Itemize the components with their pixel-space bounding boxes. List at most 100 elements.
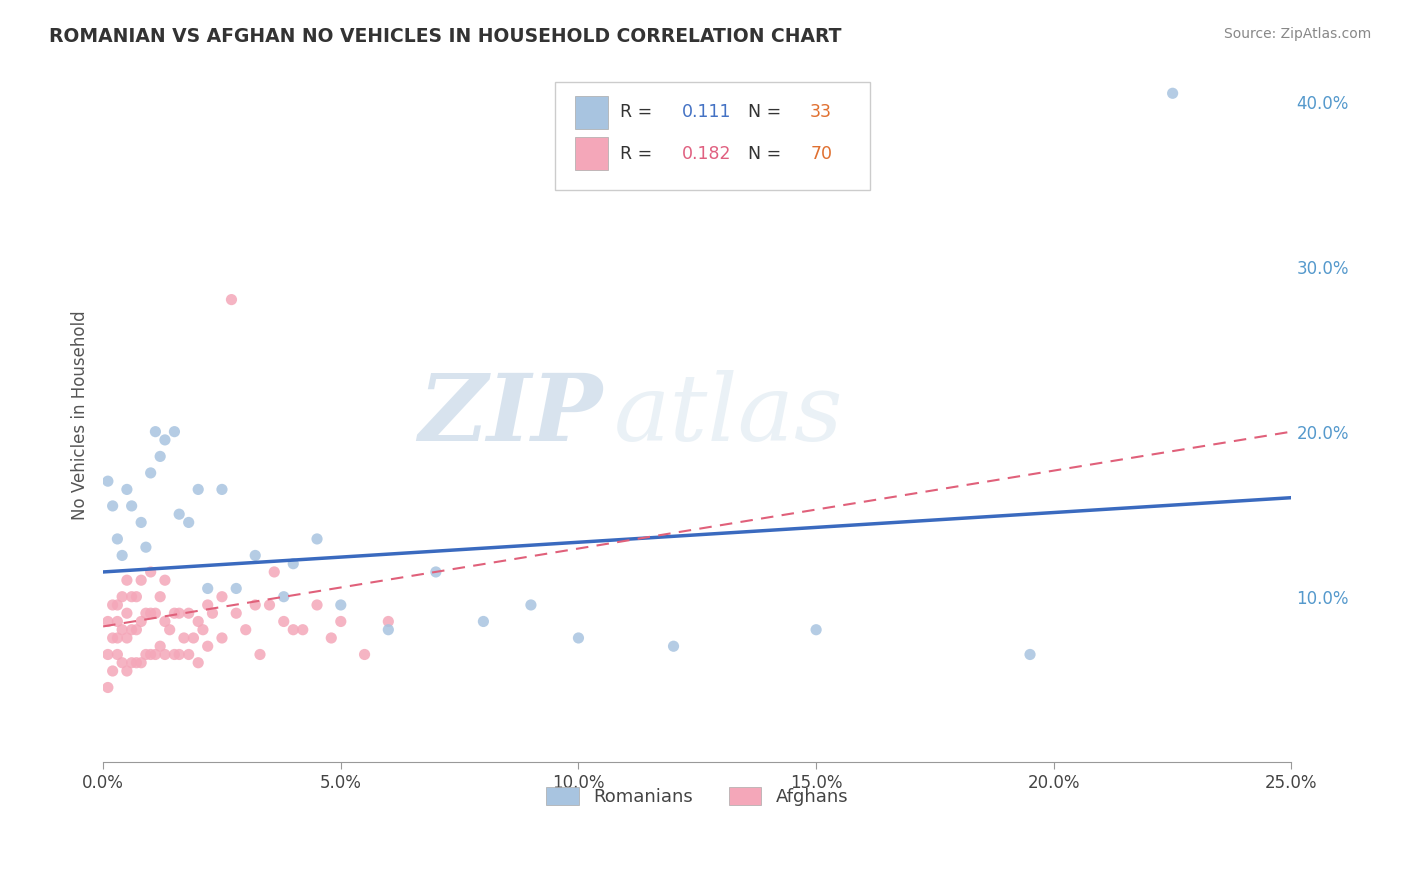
Point <box>329 615 352 629</box>
Point <box>177 606 200 620</box>
Point <box>249 648 271 662</box>
Text: 33: 33 <box>810 103 832 121</box>
Point <box>187 615 209 629</box>
Text: N =: N = <box>748 145 787 163</box>
Point <box>353 648 375 662</box>
Point <box>105 648 128 662</box>
Point <box>283 623 305 637</box>
Point <box>149 639 172 653</box>
Point <box>221 293 243 307</box>
Point <box>145 425 167 439</box>
Text: 0.111: 0.111 <box>682 103 731 121</box>
Point <box>111 623 134 637</box>
Point <box>101 598 124 612</box>
Point <box>305 532 328 546</box>
Point <box>129 516 152 530</box>
Point <box>129 656 152 670</box>
Point <box>191 623 214 637</box>
FancyBboxPatch shape <box>575 137 609 170</box>
FancyBboxPatch shape <box>555 82 869 190</box>
Point <box>263 565 285 579</box>
Point <box>105 598 128 612</box>
Point <box>149 450 172 464</box>
Point <box>153 615 176 629</box>
Point <box>121 590 143 604</box>
Point <box>139 565 162 579</box>
Point <box>520 598 543 612</box>
Point <box>377 623 399 637</box>
Point <box>121 656 143 670</box>
Text: ROMANIAN VS AFGHAN NO VEHICLES IN HOUSEHOLD CORRELATION CHART: ROMANIAN VS AFGHAN NO VEHICLES IN HOUSEH… <box>49 27 842 45</box>
Text: 70: 70 <box>810 145 832 163</box>
Point <box>167 606 190 620</box>
Point <box>135 606 157 620</box>
Point <box>197 639 219 653</box>
Point <box>567 631 589 645</box>
Point <box>305 598 328 612</box>
Point <box>125 623 148 637</box>
Point <box>125 590 148 604</box>
Point <box>197 582 219 596</box>
Point <box>111 590 134 604</box>
Point <box>201 606 224 620</box>
Point <box>145 648 167 662</box>
Point <box>425 565 447 579</box>
Point <box>163 606 186 620</box>
Point <box>139 648 162 662</box>
Point <box>111 656 134 670</box>
Point <box>211 631 233 645</box>
Point <box>1019 648 1042 662</box>
Point <box>211 590 233 604</box>
Point <box>159 623 181 637</box>
Point <box>135 648 157 662</box>
Point <box>167 648 190 662</box>
Point <box>329 598 352 612</box>
Point <box>97 474 120 488</box>
Point <box>273 590 295 604</box>
Text: 0.182: 0.182 <box>682 145 731 163</box>
Point <box>125 656 148 670</box>
Point <box>153 573 176 587</box>
Text: ZIP: ZIP <box>418 370 602 460</box>
Legend: Romanians, Afghans: Romanians, Afghans <box>537 778 858 815</box>
Point <box>121 499 143 513</box>
FancyBboxPatch shape <box>575 95 609 128</box>
Point <box>105 615 128 629</box>
Point <box>115 606 138 620</box>
Point <box>139 606 162 620</box>
Point <box>197 598 219 612</box>
Point <box>283 557 305 571</box>
Point <box>245 549 267 563</box>
Point <box>173 631 195 645</box>
Point <box>259 598 281 612</box>
Point <box>101 631 124 645</box>
Point <box>153 648 176 662</box>
Point <box>101 499 124 513</box>
Text: atlas: atlas <box>614 370 844 460</box>
Point <box>149 590 172 604</box>
Point <box>121 623 143 637</box>
Point <box>377 615 399 629</box>
Point <box>291 623 314 637</box>
Point <box>111 549 134 563</box>
Text: N =: N = <box>748 103 787 121</box>
Point <box>472 615 495 629</box>
Point <box>153 433 176 447</box>
Point <box>97 681 120 695</box>
Point <box>145 606 167 620</box>
Point <box>135 540 157 554</box>
Text: Source: ZipAtlas.com: Source: ZipAtlas.com <box>1223 27 1371 41</box>
Point <box>273 615 295 629</box>
Point <box>97 648 120 662</box>
Point <box>97 615 120 629</box>
Point <box>115 483 138 497</box>
Point <box>187 656 209 670</box>
Point <box>115 573 138 587</box>
Y-axis label: No Vehicles in Household: No Vehicles in Household <box>72 310 89 520</box>
Point <box>101 664 124 678</box>
Point <box>183 631 205 645</box>
Point <box>163 425 186 439</box>
Point <box>1161 87 1184 101</box>
Point <box>245 598 267 612</box>
Point <box>187 483 209 497</box>
